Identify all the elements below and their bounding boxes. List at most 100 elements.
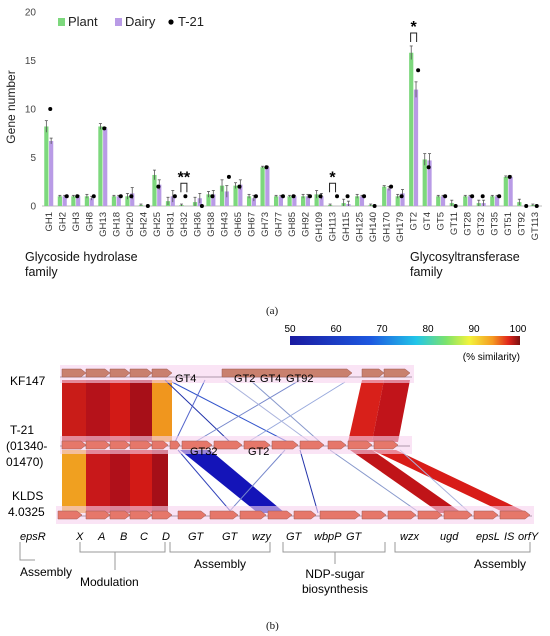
point-t21 [453, 204, 458, 208]
ribbon-blue [180, 450, 285, 513]
y-tick-label: 0 [30, 202, 36, 213]
ribbon-a2 [86, 450, 110, 513]
x-tick-label: GH20 [125, 212, 136, 237]
x-tick-label: GH115 [341, 212, 352, 241]
gene-arrow [319, 510, 361, 520]
gene-arrow [57, 510, 83, 520]
bar-plant [246, 196, 252, 206]
y-axis: 0 5 10 15 20 [25, 8, 542, 213]
point-t21 [199, 204, 204, 208]
link-line [247, 381, 346, 443]
gene-label: GT [222, 531, 239, 543]
gene-arrow [151, 368, 173, 378]
point-t21 [389, 184, 394, 189]
x-tick-label: GT35 [490, 212, 501, 236]
x-axis: GH1 GH2 GH3 GH8 GH13 GH18 GH20 GH24 GH25 GH31 GH32… [44, 212, 541, 242]
bar-dairy [211, 194, 216, 206]
x-tick-label: GH1 [44, 212, 55, 232]
bar-dairy [238, 184, 243, 206]
gene-label: epsR [20, 531, 46, 543]
x-tick-label: GH179 [395, 212, 406, 242]
gene-arrow [293, 510, 317, 520]
ribbon-c [130, 380, 152, 442]
x-tick-label: GT113 [530, 212, 541, 240]
x-tick-label: GH113 [328, 212, 339, 241]
link-line [299, 449, 319, 514]
gene-arrow [129, 510, 153, 520]
point-t21 [507, 174, 512, 179]
bar-plant [301, 196, 306, 206]
x-tick-label: GH13 [98, 212, 109, 237]
x-tick-label: GH43 [219, 212, 230, 237]
gene-arrow [267, 510, 293, 520]
scale-tick-90: 90 [468, 324, 480, 335]
significance-star: * [411, 19, 418, 36]
x-tick-label: GT51 [503, 212, 514, 236]
gene-arrow [181, 440, 213, 450]
bar-plant [71, 196, 76, 206]
bar-dairy [224, 191, 229, 206]
point-t21 [226, 174, 231, 179]
link-line [224, 379, 311, 443]
strain-label-klds-sub: 4.0325 [8, 505, 45, 519]
x-tick-label: GH85 [287, 212, 298, 237]
legend-label-t-21: T-21 [178, 14, 204, 29]
gene-arrow [347, 440, 373, 450]
bar-dairy [62, 196, 67, 206]
gene-label: epsL [476, 531, 500, 543]
point-t21 [91, 194, 96, 199]
bar-dairy [386, 188, 392, 206]
gene-arrow [373, 440, 399, 450]
gene-arrow [499, 510, 531, 520]
x-tick-label: GT11 [449, 212, 460, 235]
gene-label: wbpP [314, 531, 342, 543]
bar-dairy [319, 196, 324, 206]
glycosyltransferase-family-label: Glycosyltransferase family [410, 250, 520, 280]
gene-arrow [271, 440, 299, 450]
gene-arrow [85, 440, 111, 450]
panel-a-caption: (a) [266, 305, 279, 317]
point-t21 [318, 194, 323, 199]
function-brackets [19, 542, 531, 570]
link-line [174, 379, 206, 443]
bracket-modulation [79, 542, 166, 553]
gene-arrow [327, 440, 347, 450]
scale-tick-60: 60 [330, 324, 342, 335]
bar-dairy [265, 167, 270, 206]
significance-bracket [410, 32, 418, 42]
gene-arrow [417, 510, 443, 520]
link-line [177, 449, 233, 514]
legend-swatch-t21 [168, 19, 174, 25]
gene-arrow [443, 510, 473, 520]
x-tick-label: GT28 [463, 212, 474, 236]
bar-dairy [103, 128, 108, 206]
y-tick-label: 10 [25, 105, 37, 116]
function-assembly-1: Assembly [20, 565, 72, 579]
gene-arrow [299, 440, 325, 450]
ribbon-red-1 [350, 450, 462, 513]
link-line [249, 379, 321, 443]
bar-plant [273, 196, 279, 206]
point-t21 [183, 194, 188, 199]
point-t21 [102, 126, 107, 131]
point-t21 [308, 194, 313, 199]
bar-dairy [359, 196, 365, 206]
ribbon-x [62, 380, 86, 442]
point-t21 [172, 194, 177, 199]
bar-plant [219, 185, 225, 206]
bar-plant [395, 196, 400, 206]
gene-label: GT [346, 531, 363, 543]
glycoside-family-line2: family [25, 265, 58, 279]
link-line [194, 379, 301, 443]
point-t21 [253, 194, 258, 199]
bar-plant [260, 167, 265, 206]
ribbon-c2 [130, 450, 152, 513]
y-axis-label: Gene number [4, 70, 18, 143]
significance-markers: ** ** [178, 19, 418, 193]
bar-plant [44, 126, 49, 206]
bar-chart: Plant Dairy T-21 0 5 10 15 20 GH1 GH2 GH3 GH8 GH13… [4, 8, 542, 242]
bar-plant [409, 52, 414, 206]
ribbon-b2 [110, 450, 130, 513]
bar-plant [98, 126, 103, 206]
similarity-ribbons-bottom [62, 449, 528, 514]
